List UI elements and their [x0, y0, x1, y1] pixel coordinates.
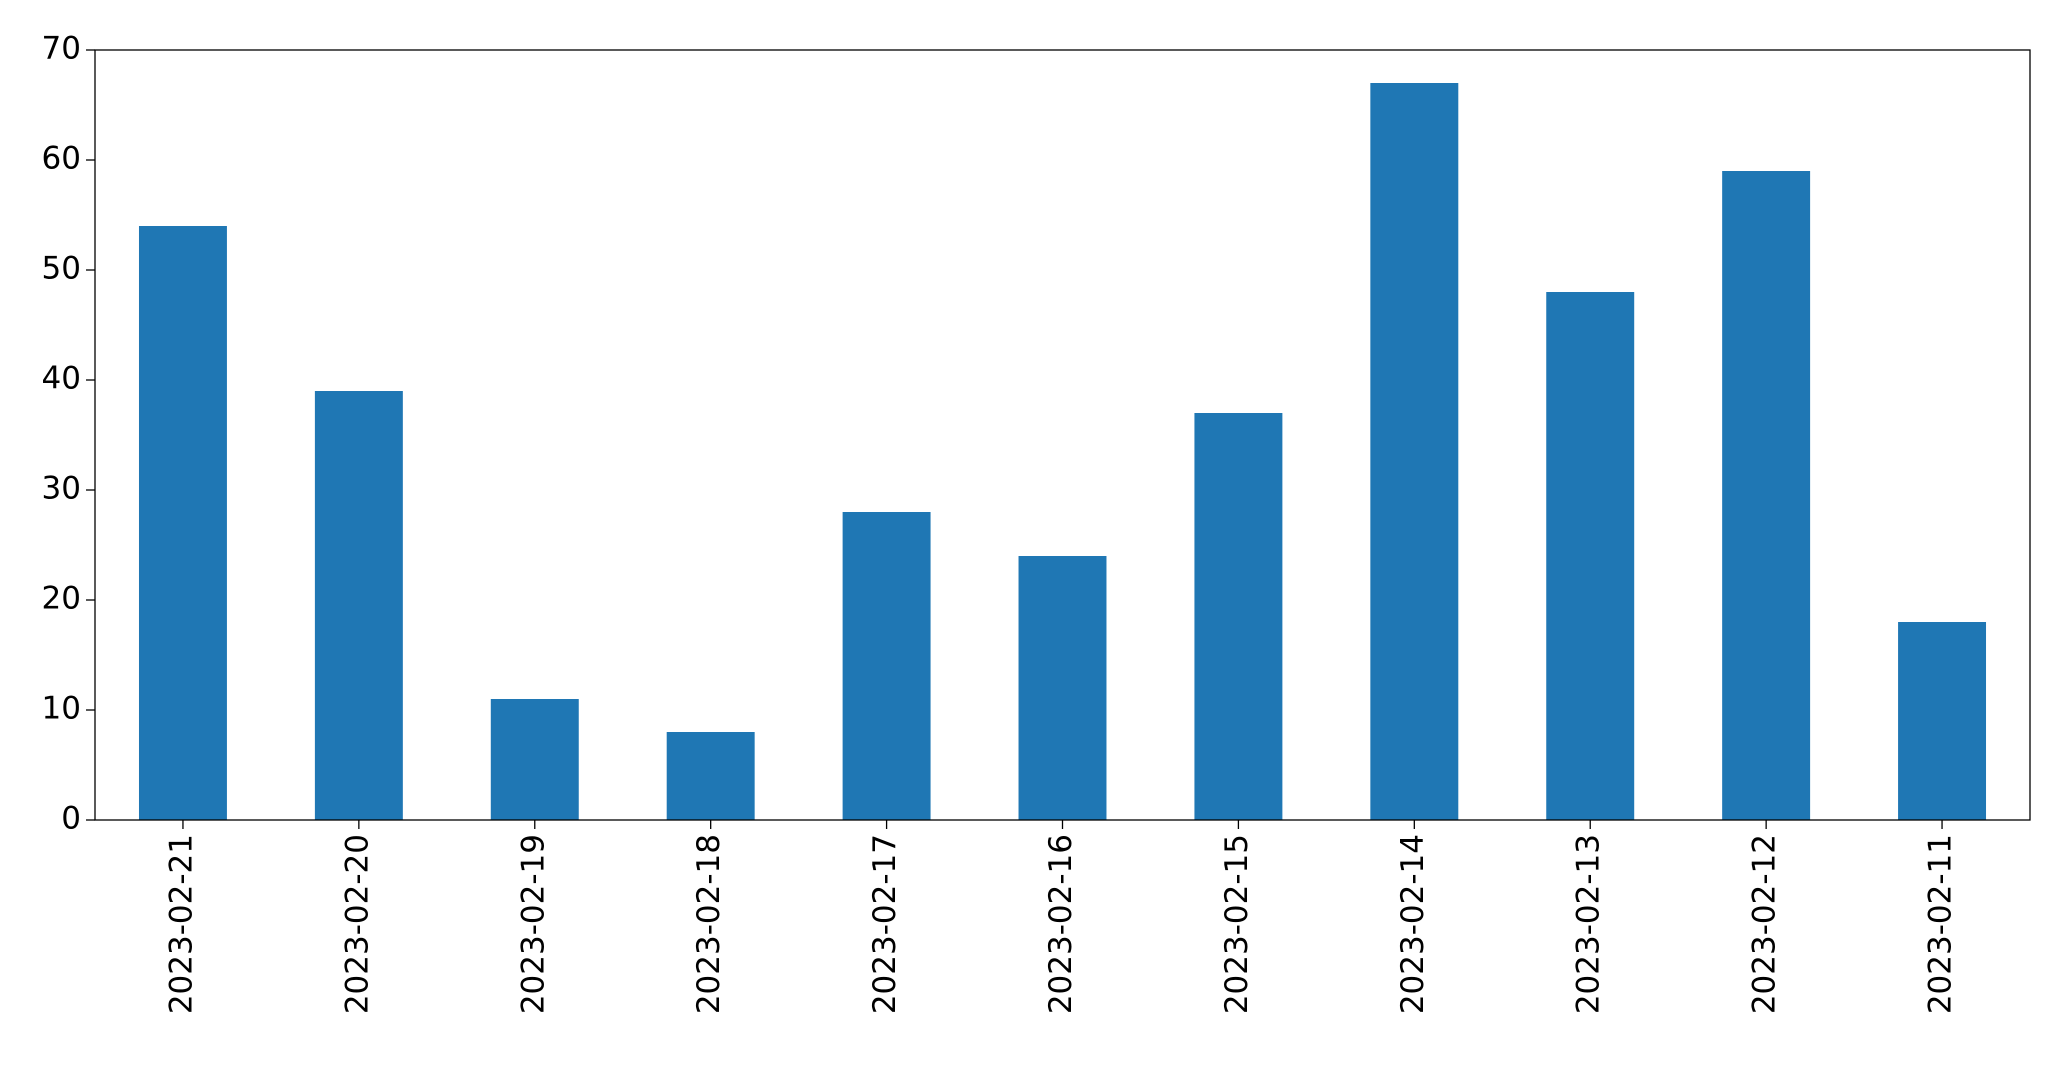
y-tick-label: 0	[61, 801, 81, 837]
x-tick-label: 2023-02-16	[1043, 834, 1079, 1014]
x-tick-label: 2023-02-12	[1747, 834, 1783, 1014]
bar	[314, 391, 403, 820]
bar	[1194, 413, 1283, 820]
x-tick-label: 2023-02-18	[691, 834, 727, 1014]
x-tick-label: 2023-02-21	[163, 834, 199, 1014]
y-tick-label: 50	[42, 251, 81, 287]
x-tick-label: 2023-02-13	[1571, 834, 1607, 1014]
bar	[842, 512, 931, 820]
plot-frame	[94, 49, 2031, 821]
x-tick-label: 2023-02-15	[1219, 834, 1255, 1014]
x-tick-label: 2023-02-17	[867, 834, 903, 1014]
bar	[1370, 83, 1459, 820]
bar	[1898, 622, 1987, 820]
bar	[1722, 171, 1811, 820]
bar	[138, 226, 227, 820]
y-tick-label: 70	[42, 31, 81, 67]
x-tick-label: 2023-02-14	[1395, 834, 1431, 1014]
bar	[1546, 292, 1635, 820]
y-tick-label: 20	[42, 581, 81, 617]
bar	[1018, 556, 1107, 820]
x-tick-label: 2023-02-19	[515, 834, 551, 1014]
y-tick-label: 10	[42, 691, 81, 727]
x-tick-label: 2023-02-20	[339, 834, 375, 1014]
y-tick-label: 60	[42, 141, 81, 177]
bar	[666, 732, 755, 820]
y-tick-label: 40	[42, 361, 81, 397]
y-tick-label: 30	[42, 471, 81, 507]
bar	[490, 699, 579, 820]
x-tick-label: 2023-02-11	[1923, 834, 1959, 1014]
